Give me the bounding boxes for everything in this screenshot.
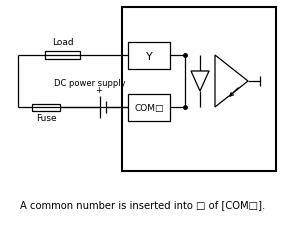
Text: DC power supply: DC power supply: [54, 79, 126, 88]
Bar: [32, 104, 60, 111]
Polygon shape: [191, 72, 209, 92]
Text: Load: Load: [52, 38, 73, 47]
Text: COM□: COM□: [134, 104, 164, 112]
Bar: [45, 52, 80, 60]
Polygon shape: [215, 56, 248, 108]
Text: +: +: [96, 86, 102, 94]
Text: Fuse: Fuse: [36, 114, 56, 123]
Text: Y: Y: [146, 51, 152, 61]
Text: A common number is inserted into □ of [COM□].: A common number is inserted into □ of [C…: [20, 199, 266, 209]
Bar: [128, 43, 170, 70]
Bar: [122, 8, 276, 171]
Bar: [128, 94, 170, 122]
